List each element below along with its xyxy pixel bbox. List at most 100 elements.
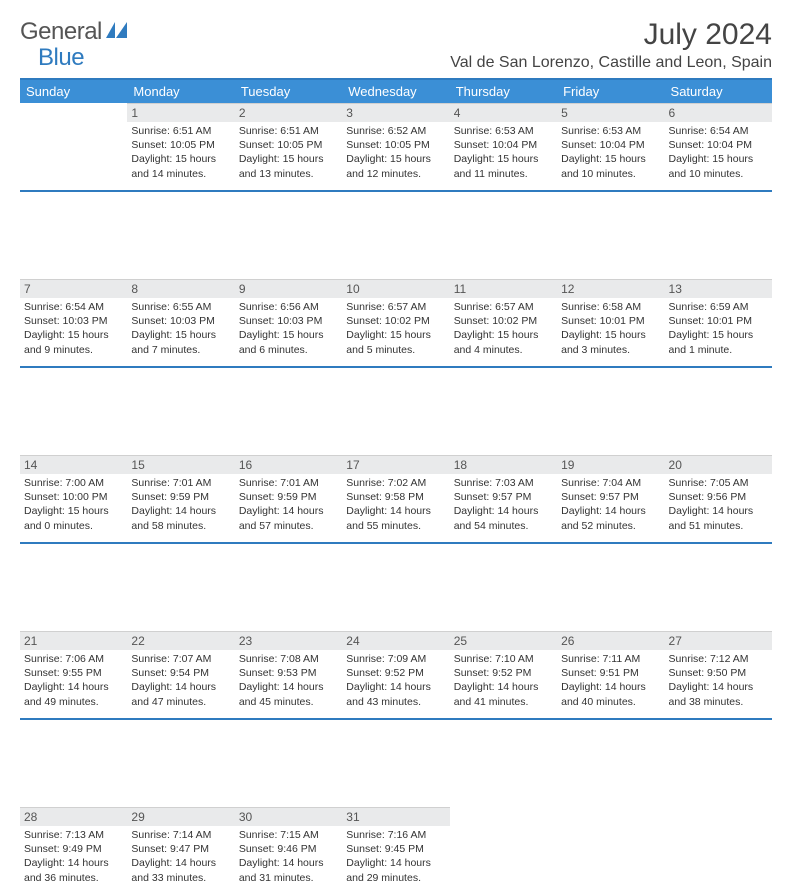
day-number: 11 (450, 279, 557, 298)
day-number: 21 (20, 631, 127, 650)
day-cell: 29Sunrise: 7:14 AMSunset: 9:47 PMDayligh… (127, 807, 234, 895)
daylight-text: Daylight: 15 hours and 11 minutes. (454, 152, 553, 180)
day-number: 23 (235, 631, 342, 650)
sunset-text: Sunset: 10:03 PM (239, 314, 338, 328)
day-details: Sunrise: 6:54 AMSunset: 10:04 PMDaylight… (665, 122, 772, 187)
day-cell: 6Sunrise: 6:54 AMSunset: 10:04 PMDayligh… (665, 103, 772, 191)
month-title: July 2024 (450, 18, 772, 52)
day-cell: 30Sunrise: 7:15 AMSunset: 9:46 PMDayligh… (235, 807, 342, 895)
day-cell: 31Sunrise: 7:16 AMSunset: 9:45 PMDayligh… (342, 807, 449, 895)
day-cell: 1Sunrise: 6:51 AMSunset: 10:05 PMDayligh… (127, 103, 234, 191)
daylight-text: Daylight: 14 hours and 29 minutes. (346, 856, 445, 884)
day-cell: 10Sunrise: 6:57 AMSunset: 10:02 PMDaylig… (342, 279, 449, 367)
daylight-text: Daylight: 14 hours and 49 minutes. (24, 680, 123, 708)
sunrise-text: Sunrise: 7:03 AM (454, 476, 553, 490)
day-cell: 16Sunrise: 7:01 AMSunset: 9:59 PMDayligh… (235, 455, 342, 543)
sunrise-text: Sunrise: 7:00 AM (24, 476, 123, 490)
sunset-text: Sunset: 10:02 PM (454, 314, 553, 328)
daylight-text: Daylight: 15 hours and 9 minutes. (24, 328, 123, 356)
day-number: 13 (665, 279, 772, 298)
day-number: 2 (235, 103, 342, 122)
week-row: 28Sunrise: 7:13 AMSunset: 9:49 PMDayligh… (20, 807, 772, 895)
day-details: Sunrise: 7:08 AMSunset: 9:53 PMDaylight:… (235, 650, 342, 715)
day-cell: 19Sunrise: 7:04 AMSunset: 9:57 PMDayligh… (557, 455, 664, 543)
day-details: Sunrise: 6:51 AMSunset: 10:05 PMDaylight… (235, 122, 342, 187)
daylight-text: Daylight: 14 hours and 38 minutes. (669, 680, 768, 708)
sunset-text: Sunset: 9:59 PM (131, 490, 230, 504)
day-number: 6 (665, 103, 772, 122)
day-number: 27 (665, 631, 772, 650)
calendar-table: SundayMondayTuesdayWednesdayThursdayFrid… (20, 80, 772, 895)
sunrise-text: Sunrise: 6:56 AM (239, 300, 338, 314)
daylight-text: Daylight: 15 hours and 7 minutes. (131, 328, 230, 356)
logo-mark-icon (106, 22, 128, 43)
day-number: 30 (235, 807, 342, 826)
sunset-text: Sunset: 9:49 PM (24, 842, 123, 856)
day-cell: 28Sunrise: 7:13 AMSunset: 9:49 PMDayligh… (20, 807, 127, 895)
day-cell: 11Sunrise: 6:57 AMSunset: 10:02 PMDaylig… (450, 279, 557, 367)
sunset-text: Sunset: 9:57 PM (454, 490, 553, 504)
day-cell: 3Sunrise: 6:52 AMSunset: 10:05 PMDayligh… (342, 103, 449, 191)
daylight-text: Daylight: 14 hours and 45 minutes. (239, 680, 338, 708)
week-divider (20, 719, 772, 807)
day-number: 14 (20, 455, 127, 474)
sunrise-text: Sunrise: 6:52 AM (346, 124, 445, 138)
logo: General (20, 18, 130, 46)
day-number: 31 (342, 807, 449, 826)
sunset-text: Sunset: 10:01 PM (561, 314, 660, 328)
sunrise-text: Sunrise: 7:02 AM (346, 476, 445, 490)
day-number: 17 (342, 455, 449, 474)
day-cell: 18Sunrise: 7:03 AMSunset: 9:57 PMDayligh… (450, 455, 557, 543)
daylight-text: Daylight: 14 hours and 51 minutes. (669, 504, 768, 532)
day-details: Sunrise: 7:11 AMSunset: 9:51 PMDaylight:… (557, 650, 664, 715)
sunset-text: Sunset: 10:00 PM (24, 490, 123, 504)
day-details: Sunrise: 7:13 AMSunset: 9:49 PMDaylight:… (20, 826, 127, 891)
day-cell: 13Sunrise: 6:59 AMSunset: 10:01 PMDaylig… (665, 279, 772, 367)
day-cell (450, 807, 557, 895)
day-number: 10 (342, 279, 449, 298)
week-row: 1Sunrise: 6:51 AMSunset: 10:05 PMDayligh… (20, 103, 772, 191)
sunset-text: Sunset: 10:04 PM (669, 138, 768, 152)
logo-word1: General (20, 18, 102, 46)
daylight-text: Daylight: 14 hours and 41 minutes. (454, 680, 553, 708)
week-divider (20, 367, 772, 455)
day-number: 18 (450, 455, 557, 474)
sunrise-text: Sunrise: 7:01 AM (131, 476, 230, 490)
day-details: Sunrise: 7:02 AMSunset: 9:58 PMDaylight:… (342, 474, 449, 539)
day-details: Sunrise: 7:15 AMSunset: 9:46 PMDaylight:… (235, 826, 342, 891)
day-number: 4 (450, 103, 557, 122)
day-cell: 25Sunrise: 7:10 AMSunset: 9:52 PMDayligh… (450, 631, 557, 719)
sunrise-text: Sunrise: 7:05 AM (669, 476, 768, 490)
day-cell (557, 807, 664, 895)
day-details: Sunrise: 7:01 AMSunset: 9:59 PMDaylight:… (127, 474, 234, 539)
week-divider (20, 543, 772, 631)
day-details: Sunrise: 6:53 AMSunset: 10:04 PMDaylight… (450, 122, 557, 187)
day-cell: 20Sunrise: 7:05 AMSunset: 9:56 PMDayligh… (665, 455, 772, 543)
sunrise-text: Sunrise: 7:16 AM (346, 828, 445, 842)
day-details: Sunrise: 6:54 AMSunset: 10:03 PMDaylight… (20, 298, 127, 363)
day-details: Sunrise: 7:06 AMSunset: 9:55 PMDaylight:… (20, 650, 127, 715)
day-details: Sunrise: 6:57 AMSunset: 10:02 PMDaylight… (342, 298, 449, 363)
sunrise-text: Sunrise: 7:07 AM (131, 652, 230, 666)
daylight-text: Daylight: 15 hours and 4 minutes. (454, 328, 553, 356)
sunrise-text: Sunrise: 6:53 AM (454, 124, 553, 138)
sunrise-text: Sunrise: 6:59 AM (669, 300, 768, 314)
day-header: Monday (127, 80, 234, 103)
sunrise-text: Sunrise: 7:15 AM (239, 828, 338, 842)
day-details: Sunrise: 7:10 AMSunset: 9:52 PMDaylight:… (450, 650, 557, 715)
day-cell: 2Sunrise: 6:51 AMSunset: 10:05 PMDayligh… (235, 103, 342, 191)
day-details: Sunrise: 6:53 AMSunset: 10:04 PMDaylight… (557, 122, 664, 187)
daylight-text: Daylight: 15 hours and 5 minutes. (346, 328, 445, 356)
day-details: Sunrise: 7:16 AMSunset: 9:45 PMDaylight:… (342, 826, 449, 891)
day-cell: 12Sunrise: 6:58 AMSunset: 10:01 PMDaylig… (557, 279, 664, 367)
sunset-text: Sunset: 9:52 PM (346, 666, 445, 680)
day-cell: 5Sunrise: 6:53 AMSunset: 10:04 PMDayligh… (557, 103, 664, 191)
day-details: Sunrise: 6:55 AMSunset: 10:03 PMDaylight… (127, 298, 234, 363)
sunset-text: Sunset: 9:56 PM (669, 490, 768, 504)
sunset-text: Sunset: 10:01 PM (669, 314, 768, 328)
day-number: 3 (342, 103, 449, 122)
daylight-text: Daylight: 14 hours and 33 minutes. (131, 856, 230, 884)
day-cell: 4Sunrise: 6:53 AMSunset: 10:04 PMDayligh… (450, 103, 557, 191)
day-cell: 17Sunrise: 7:02 AMSunset: 9:58 PMDayligh… (342, 455, 449, 543)
daylight-text: Daylight: 14 hours and 58 minutes. (131, 504, 230, 532)
